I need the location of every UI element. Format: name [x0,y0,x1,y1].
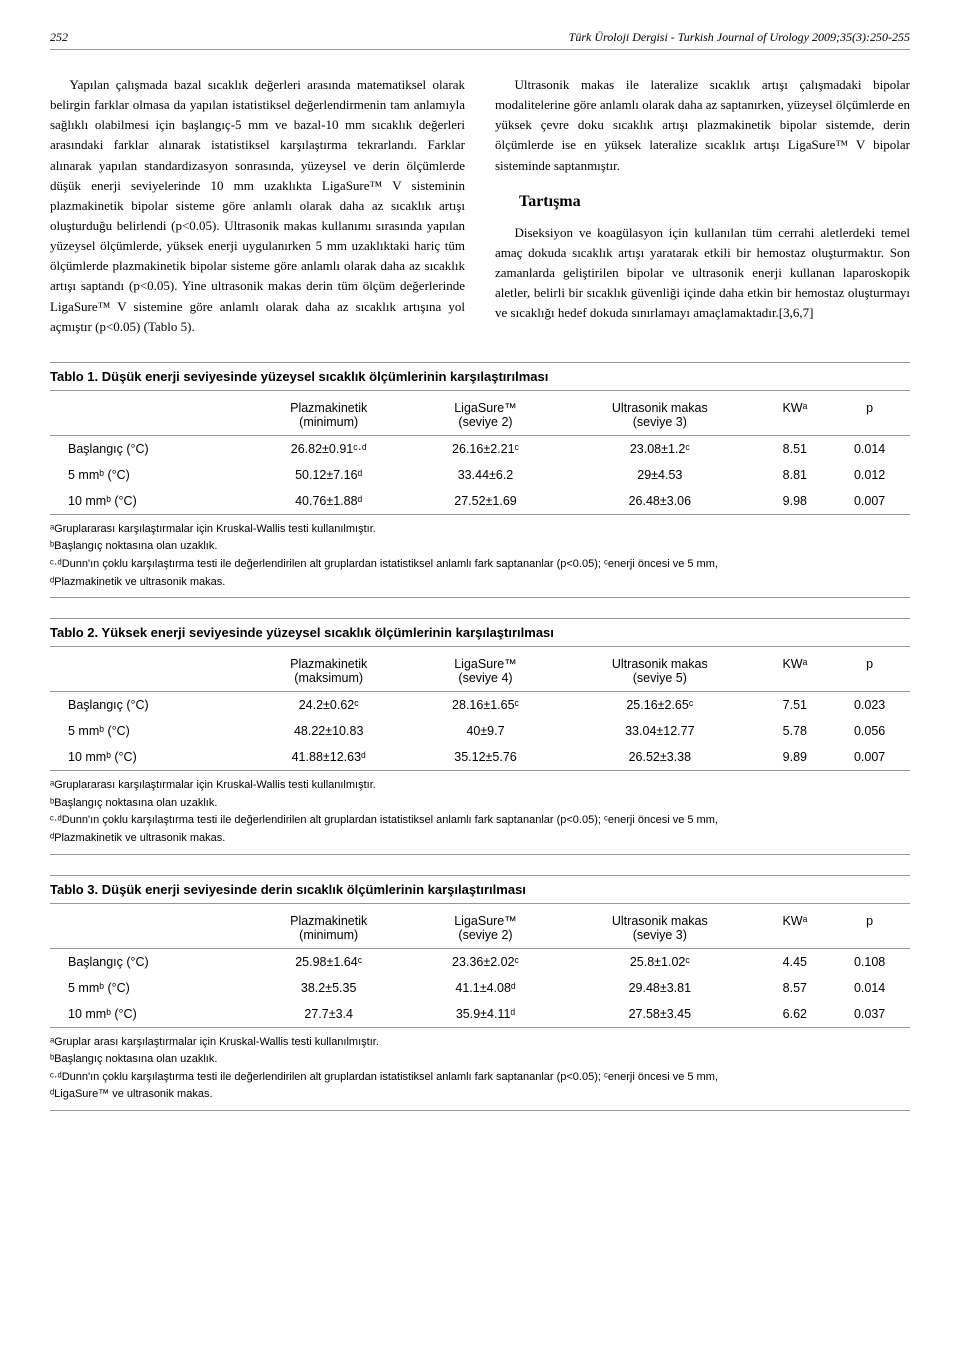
discussion-heading: Tartışma [495,190,910,215]
table-row: 10 mmᵇ (°C)40.76±1.88ᵈ27.52±1.6926.48±3.… [50,488,910,515]
right-p1: Ultrasonik makas ile lateralize sıcaklık… [495,75,910,176]
table-1-footnotes: ᵃGruplararası karşılaştırmalar için Krus… [50,515,910,598]
table-3-footnotes: ᵃGruplar arası karşılaştırmalar için Kru… [50,1028,910,1111]
table-2-footnotes: ᵃGruplararası karşılaştırmalar için Krus… [50,771,910,854]
right-column: Ultrasonik makas ile lateralize sıcaklık… [495,75,910,337]
left-p1: Yapılan çalışmada bazal sıcaklık değerle… [50,75,465,337]
table-3-grid: Plazmakinetik(minimum) LigaSure™(seviye … [50,904,910,1028]
page-header: 252 Türk Üroloji Dergisi - Turkish Journ… [50,30,910,50]
table-2-grid: Plazmakinetik(maksimum) LigaSure™(seviye… [50,647,910,771]
table-row: 5 mmᵇ (°C)38.2±5.3541.1±4.08ᵈ29.48±3.818… [50,975,910,1001]
table-row: Başlangıç (°C)24.2±0.62ᶜ28.16±1.65ᶜ25.16… [50,692,910,719]
table-row: 10 mmᵇ (°C)27.7±3.435.9±4.11ᵈ27.58±3.456… [50,1001,910,1028]
body-columns: Yapılan çalışmada bazal sıcaklık değerle… [50,75,910,337]
table-1: Tablo 1. Düşük enerji seviyesinde yüzeys… [50,362,910,598]
page-number: 252 [50,30,68,45]
table-3: Tablo 3. Düşük enerji seviyesinde derin … [50,875,910,1111]
left-column: Yapılan çalışmada bazal sıcaklık değerle… [50,75,465,337]
table-row: Başlangıç (°C)25.98±1.64ᶜ23.36±2.02ᶜ25.8… [50,948,910,975]
table-1-title: Tablo 1. Düşük enerji seviyesinde yüzeys… [50,362,910,391]
journal-title: Türk Üroloji Dergisi - Turkish Journal o… [569,30,910,45]
table-row: 5 mmᵇ (°C)50.12±7.16ᵈ33.44±6.229±4.538.8… [50,462,910,488]
right-p2: Diseksiyon ve koagülasyon için kullanıla… [495,223,910,324]
table-1-grid: Plazmakinetik(minimum) LigaSure™(seviye … [50,391,910,515]
table-row: 5 mmᵇ (°C)48.22±10.8340±9.733.04±12.775.… [50,718,910,744]
table-2: Tablo 2. Yüksek enerji seviyesinde yüzey… [50,618,910,854]
table-row: 10 mmᵇ (°C)41.88±12.63ᵈ35.12±5.7626.52±3… [50,744,910,771]
table-2-title: Tablo 2. Yüksek enerji seviyesinde yüzey… [50,618,910,647]
table-row: Başlangıç (°C)26.82±0.91ᶜ·ᵈ26.16±2.21ᶜ23… [50,435,910,462]
table-3-title: Tablo 3. Düşük enerji seviyesinde derin … [50,875,910,904]
